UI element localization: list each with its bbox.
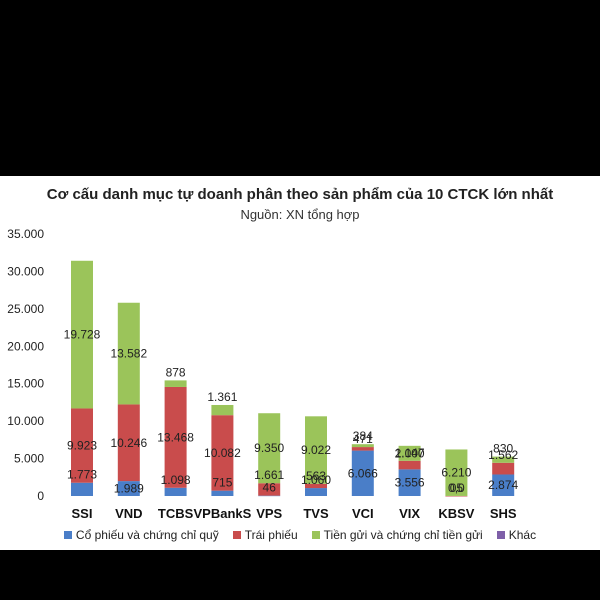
x-category-label: VIX: [399, 506, 420, 521]
data-label: 10.082: [204, 446, 241, 460]
data-label: 05: [450, 481, 464, 495]
x-category-label: VPBankS: [193, 506, 251, 521]
data-label: 1.661: [254, 468, 284, 482]
bar-segment: [351, 447, 374, 451]
bar-segment: [305, 488, 327, 496]
y-tick-label: 25.000: [7, 302, 44, 316]
x-category-label: SSI: [72, 506, 93, 521]
data-label: 563: [306, 469, 326, 483]
legend-label: Tiền gửi và chứng chỉ tiền gửi: [323, 528, 483, 542]
bar-segment: [492, 462, 515, 475]
data-label: 13.468: [157, 430, 194, 444]
data-label: 1.773: [67, 468, 97, 482]
bar-segment: [164, 380, 187, 387]
chart-subtitle: Nguồn: XN tổng hợp: [240, 207, 360, 222]
bar-segment: [164, 386, 187, 488]
bar-segment: [445, 449, 468, 496]
stacked-bar-chart: 0 5.000 10.000 15.000 20.000 25.000 30.000 35.0…: [7, 227, 518, 521]
x-category-label: VCI: [352, 506, 374, 521]
y-tick-label: 10.000: [7, 414, 44, 428]
data-label: 0,0: [448, 481, 465, 495]
legend-item: Tiền gửi và chứng chỉ tiền gửi: [311, 528, 483, 542]
data-label: 9.350: [254, 441, 284, 455]
x-category-label: SHS: [490, 506, 517, 521]
x-category-label: VND: [115, 506, 142, 521]
data-label: 384: [353, 429, 373, 443]
bar-segment: [305, 416, 327, 484]
data-label: 1.147: [395, 446, 425, 460]
data-label: 6.066: [348, 466, 378, 480]
bar-segment: [117, 404, 140, 482]
bar-segment: [492, 474, 515, 496]
chart-legend: Cổ phiếu và chứng chỉ quỹ Trái phiếu Tiền …: [0, 528, 600, 542]
bar-segment: [398, 460, 421, 470]
bar-segment: [117, 481, 140, 496]
data-label: 1.989: [114, 482, 144, 496]
bar-segment: [258, 495, 281, 497]
data-label: 46: [263, 481, 277, 495]
data-label: 878: [166, 365, 186, 379]
data-label: 2.874: [488, 478, 518, 492]
data-label: 715: [212, 476, 232, 490]
data-label: 830: [493, 442, 513, 456]
x-category-label: TVS: [303, 506, 329, 521]
y-tick-label: 15.000: [7, 377, 44, 391]
bar-segment: [117, 302, 140, 405]
bar-segment: [305, 483, 327, 489]
data-label: 19.728: [64, 328, 101, 342]
chart-frame: Cơ cấu danh mục tự doanh phân theo sản p…: [0, 176, 600, 550]
legend-label: Khác: [508, 528, 537, 542]
bar-segment: [164, 487, 187, 496]
data-label: 1.361: [207, 390, 237, 404]
y-tick-label: 30.000: [7, 264, 44, 278]
legend-item: Khác: [496, 528, 537, 542]
x-category-label: VPS: [256, 506, 282, 521]
bar-segment: [211, 490, 234, 496]
bar-segment: [211, 415, 234, 491]
legend-swatch: [311, 531, 320, 539]
data-label: 9.022: [301, 443, 331, 457]
chart-title: Cơ cấu danh mục tự doanh phân theo sản p…: [46, 186, 554, 203]
y-tick-label: 0: [37, 489, 44, 503]
legend-swatch: [232, 531, 241, 539]
data-label: 9.923: [67, 439, 97, 453]
legend-item: Trái phiếu: [232, 528, 298, 542]
bar-segment: [351, 450, 374, 496]
legend-swatch: [63, 531, 72, 539]
data-label: 13.582: [110, 347, 147, 361]
data-label: 6.210: [441, 466, 471, 480]
data-label: 1.098: [161, 473, 191, 487]
bar-segment: [351, 444, 374, 448]
y-tick-label: 5.000: [14, 452, 44, 466]
bar-segment: [445, 495, 468, 497]
data-label: 10.246: [110, 436, 147, 450]
bar-segment: [258, 413, 281, 484]
data-label: 2.000: [395, 446, 425, 460]
y-tick-label: 20.000: [7, 339, 44, 353]
bar-segment: [398, 445, 421, 461]
bar-segment: [398, 469, 421, 496]
bar-segment: [258, 483, 281, 496]
bar-segment: [211, 404, 234, 416]
data-label: 3.556: [395, 476, 425, 490]
x-category-label: KBSV: [438, 506, 474, 521]
legend-label: Cổ phiếu và chứng chỉ quỹ: [75, 528, 219, 542]
legend-swatch: [496, 531, 505, 539]
data-label: 1.562: [488, 448, 518, 462]
legend-label: Trái phiếu: [244, 528, 298, 542]
bar-segment: [492, 456, 515, 463]
bar-segment: [71, 408, 93, 483]
bar-segment: [71, 260, 93, 409]
y-tick-label: 35.000: [7, 227, 44, 241]
x-category-label: TCBS: [158, 506, 194, 521]
bar-segment: [71, 482, 93, 496]
data-label: 1.060: [301, 473, 331, 487]
legend-item: Cổ phiếu và chứng chỉ quỹ: [63, 528, 219, 542]
data-label: 471: [353, 432, 373, 446]
